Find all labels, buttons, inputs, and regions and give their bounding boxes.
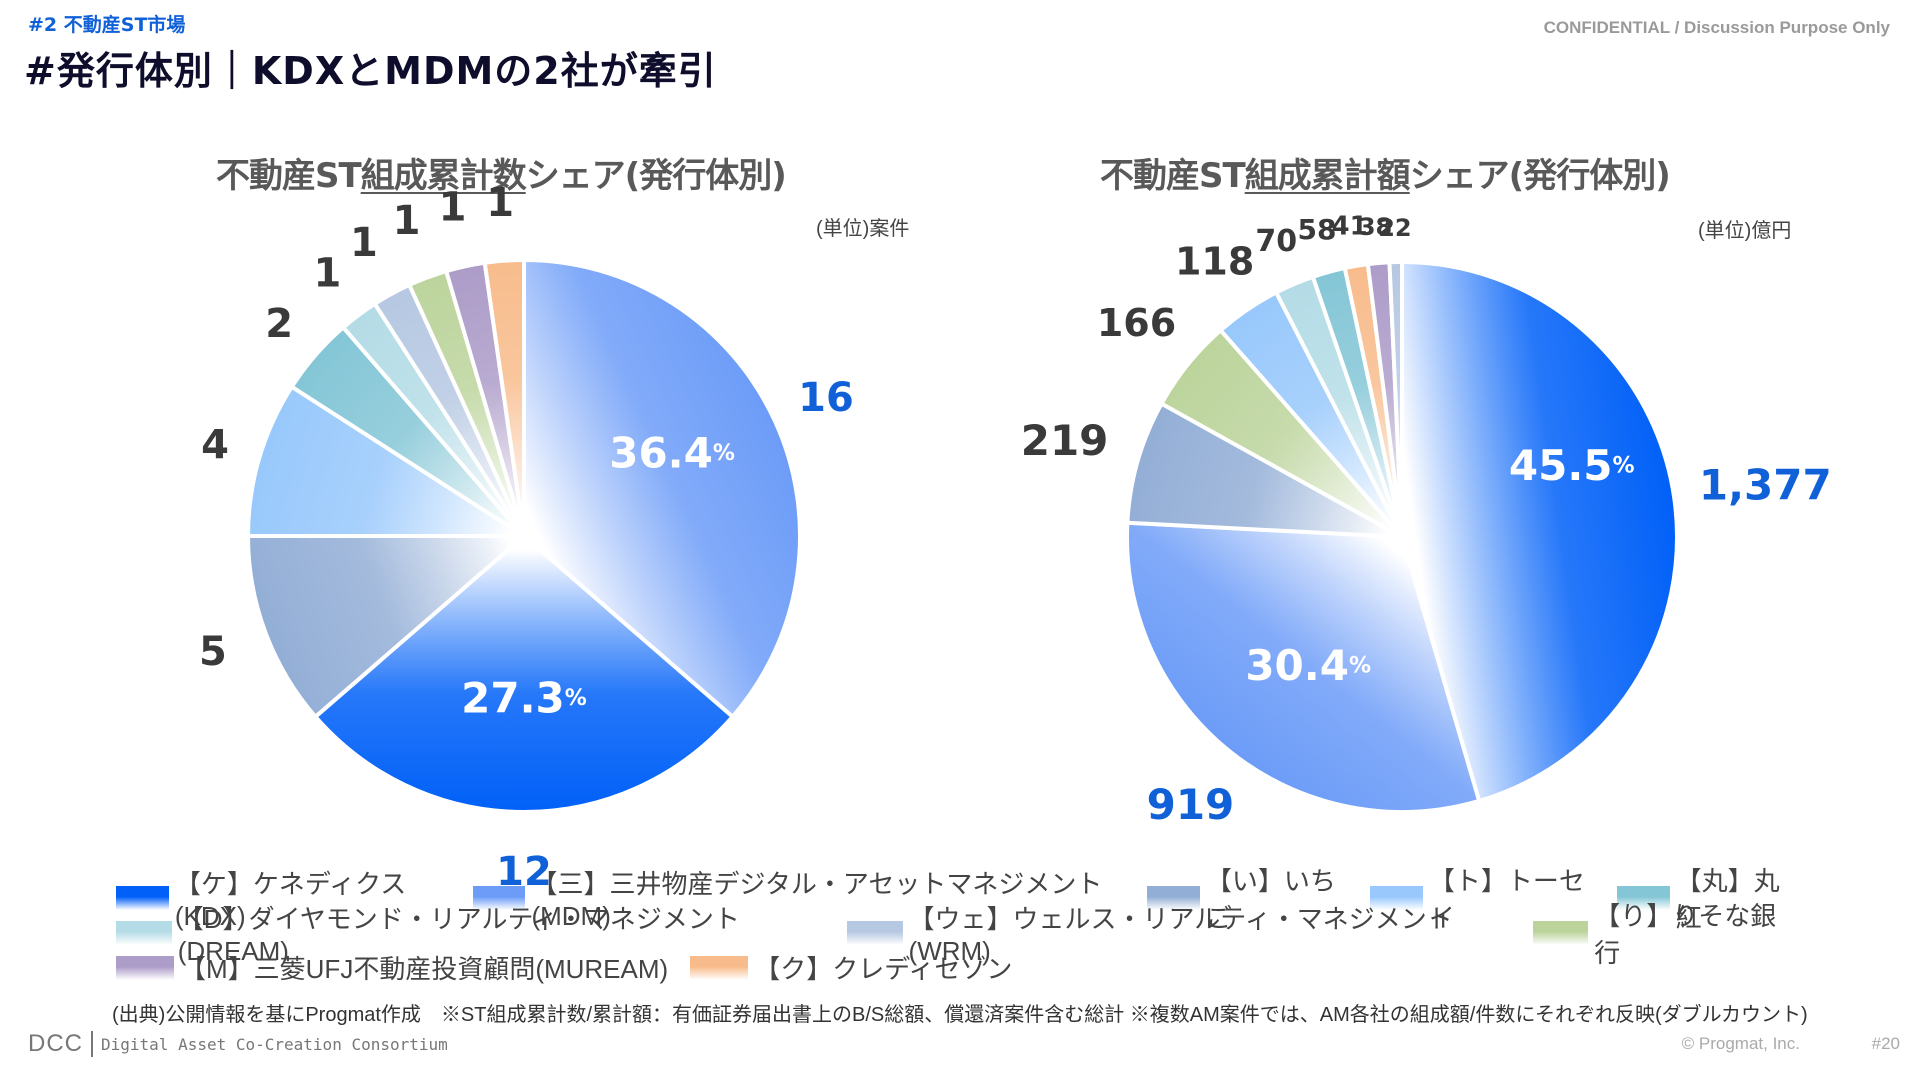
legend-item-muream: 【M】三菱UFJ不動産投資顧問(MUREAM) <box>116 949 668 986</box>
legend-item-marubeni: 【丸】丸紅 <box>1616 861 1794 935</box>
legend-swatch <box>1147 885 1200 910</box>
legend-swatch <box>116 955 174 980</box>
percent-sign: % <box>1613 453 1635 478</box>
legend-label: 【ウェ】ウェルス・リアルティ・マネジメント(WRM) <box>908 903 1453 966</box>
legend-label: 【り】りそな銀行 <box>1594 900 1777 968</box>
value-label: 219 <box>1021 416 1109 465</box>
value-label: 22 <box>1378 214 1411 242</box>
page-number: #20 <box>1871 1034 1900 1053</box>
legend-swatch <box>472 885 526 910</box>
source-note: (出典)公開情報を基にProgmat作成 ※ST組成累計数/累計額：有価証券届出… <box>112 1004 1808 1026</box>
pie-slice-tosei <box>245 384 531 538</box>
dcc-logo: DCC Digital Asset Co-Creation Consortium <box>28 1030 448 1058</box>
legend-swatch <box>690 955 749 980</box>
pie-slice-mdm <box>522 257 802 720</box>
value-label: 58 <box>1298 213 1337 246</box>
legend-swatch <box>116 920 172 945</box>
chart-title-amount-underlined: 組成累計額 <box>1244 156 1411 196</box>
legend-item-resona: 【り】りそな銀行 <box>1532 896 1794 970</box>
chart-title-count-underlined: 組成累計数 <box>360 156 527 196</box>
legend-row: 【M】三菱UFJ不動産投資顧問(MUREAM) 【ク】クレディセゾン <box>116 950 1816 985</box>
legend-item-tosei: 【ト】トーセイ <box>1370 861 1595 935</box>
value-label: 2 <box>265 301 293 347</box>
value-label: 166 <box>1097 301 1176 345</box>
legend-item-credsaison: 【ク】クレディセゾン <box>690 949 1012 986</box>
chart-title-count: 不動産ST組成累計数シェア(発行体別) <box>216 148 787 197</box>
legend-row: 【ケ】ケネディクス(KDX) 【三】三井物産デジタル・アセットマネジメント(MDM… <box>116 866 1816 933</box>
legend: 【ケ】ケネディクス(KDX) 【三】三井物産デジタル・アセットマネジメント(MDM… <box>116 866 1816 985</box>
percent-sign: % <box>565 685 587 710</box>
value-label: 38 <box>1359 213 1392 241</box>
legend-label: 【D】ダイヤモンド・リアルティ・マネジメント(DREAM) <box>177 903 740 966</box>
unit-label-count: (単位)案件 <box>816 218 910 240</box>
legend-label: 【ト】トーセイ <box>1428 865 1585 933</box>
value-label: 16 <box>798 375 854 421</box>
legend-label: 【三】三井物産デジタル・アセットマネジメント(MDM) <box>531 868 1103 931</box>
legend-label: 【丸】丸紅 <box>1675 865 1780 933</box>
value-label: 1 <box>393 198 421 244</box>
chart-title-count-post: シェア(発行体別) <box>525 156 787 196</box>
value-label: 41 <box>1332 211 1368 241</box>
legend-label: 【ク】クレディセゾン <box>754 954 1013 984</box>
percent-sign: % <box>713 440 735 465</box>
logo-divider <box>91 1031 93 1057</box>
legend-label: 【い】いちご <box>1205 865 1336 933</box>
chart-title-amount-pre: 不動産ST <box>1100 156 1246 196</box>
value-label: 1 <box>439 185 467 231</box>
confidential-note: CONFIDENTIAL / Discussion Purpose Only <box>1543 18 1890 37</box>
legend-item-kdx: 【ケ】ケネディクス(KDX) <box>116 864 451 932</box>
pie-slice-kdx <box>312 533 736 814</box>
legend-swatch <box>846 920 903 945</box>
value-label: 118 <box>1175 240 1254 284</box>
legend-item-mdm: 【三】三井物産デジタル・アセットマネジメント(MDM) <box>472 864 1126 932</box>
pie-slice-ichigo <box>245 534 530 720</box>
chart-title-count-pre: 不動産ST <box>216 156 362 196</box>
legend-item-ichigo: 【い】いちご <box>1147 861 1348 935</box>
logo-short: DCC <box>28 1030 83 1057</box>
legend-item-wrm: 【ウェ】ウェルス・リアルティ・マネジメント(WRM) <box>846 899 1511 967</box>
unit-label-amount: (単位)億円 <box>1698 220 1792 242</box>
pie-slice-ichigo <box>1125 400 1403 539</box>
value-label: 1,377 <box>1699 461 1832 510</box>
value-label: 5 <box>199 629 227 675</box>
percent-sign: % <box>1349 653 1371 678</box>
legend-swatch <box>1370 885 1423 910</box>
pie-slice-wrm <box>1387 259 1404 538</box>
logo-full: Digital Asset Co-Creation Consortium <box>101 1034 448 1054</box>
pie-slice-kdx <box>1400 259 1679 804</box>
copyright: © Progmat, Inc. <box>1681 1034 1800 1053</box>
value-label: 1 <box>486 180 514 226</box>
value-label: 1 <box>350 220 378 266</box>
pie-slice-mdm <box>1125 520 1482 814</box>
value-label: 919 <box>1147 780 1235 829</box>
legend-swatch <box>1532 920 1589 945</box>
legend-swatch <box>116 885 169 910</box>
value-label: 4 <box>201 422 229 468</box>
chart-title-amount: 不動産ST組成累計額シェア(発行体別) <box>1100 148 1671 197</box>
page-title: #発行体別｜KDXとMDMの2社が牽引 <box>24 49 717 93</box>
value-label: 1 <box>314 250 342 296</box>
legend-swatch <box>1616 885 1670 910</box>
section-tag: #2 不動産ST市場 <box>28 14 186 36</box>
value-label: 70 <box>1255 224 1297 259</box>
legend-label: 【ケ】ケネディクス(KDX) <box>174 868 407 931</box>
legend-row: 【D】ダイヤモンド・リアルティ・マネジメント(DREAM) 【ウェ】ウェルス・リア… <box>116 901 1816 968</box>
legend-label: 【M】三菱UFJ不動産投資顧問(MUREAM) <box>180 954 669 984</box>
pie-slice-credsaison <box>482 257 526 537</box>
legend-item-dream: 【D】ダイヤモンド・リアルティ・マネジメント(DREAM) <box>116 899 825 967</box>
chart-title-amount-post: シェア(発行体別) <box>1409 156 1671 196</box>
